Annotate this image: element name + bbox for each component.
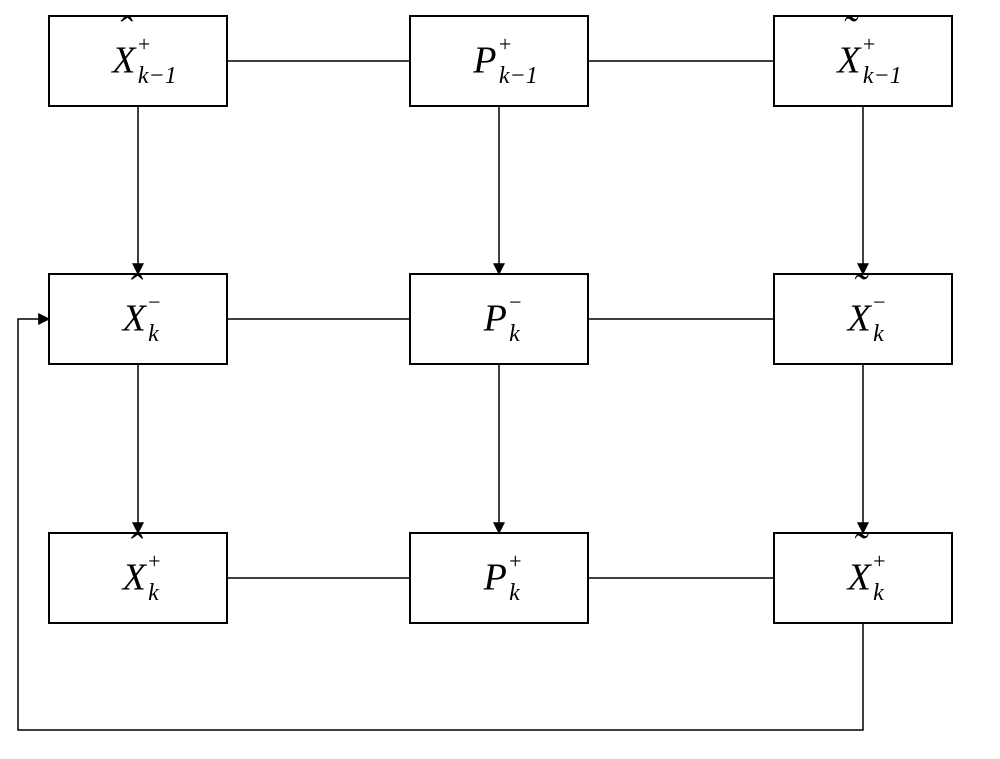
svg-text:k: k — [148, 580, 159, 606]
node-n20: ˆXk+ — [49, 525, 227, 623]
svg-text:X: X — [846, 297, 873, 339]
edges-layer — [18, 61, 863, 730]
node-n10: ˆXk− — [49, 266, 227, 364]
svg-text:X: X — [835, 39, 862, 81]
svg-text:P: P — [483, 556, 507, 598]
svg-text:+: + — [148, 549, 160, 574]
svg-text:k−1: k−1 — [863, 63, 902, 89]
node-box-n01 — [410, 16, 588, 106]
svg-text:X: X — [121, 556, 148, 598]
node-n02: ˜Xk−1+ — [774, 8, 952, 106]
svg-text:k: k — [509, 580, 520, 606]
svg-text:+: + — [509, 549, 521, 574]
svg-text:−: − — [509, 290, 521, 315]
svg-text:+: + — [138, 32, 150, 57]
node-n01: Pk−1 + — [410, 16, 588, 106]
node-n11: Pk − — [410, 274, 588, 364]
node-box-n02 — [774, 16, 952, 106]
node-n00: ˆXk−1+ — [49, 8, 227, 106]
kalman-flow-diagram: ˆXk−1+Pk−1+˜Xk−1+ˆXk−Pk−˜Xk−ˆXk+Pk+˜Xk+ — [0, 0, 1000, 759]
nodes-layer: ˆXk−1+Pk−1+˜Xk−1+ˆXk−Pk−˜Xk−ˆXk+Pk+˜Xk+ — [49, 8, 952, 623]
svg-text:+: + — [873, 549, 885, 574]
node-n22: ˜Xk+ — [774, 525, 952, 623]
svg-text:k−1: k−1 — [499, 63, 538, 89]
svg-text:X: X — [846, 556, 873, 598]
svg-text:k: k — [509, 321, 520, 347]
node-n21: Pk + — [410, 533, 588, 623]
svg-text:k: k — [873, 580, 884, 606]
svg-text:k: k — [873, 321, 884, 347]
node-box-n00 — [49, 16, 227, 106]
svg-text:X: X — [121, 297, 148, 339]
svg-text:k−1: k−1 — [138, 63, 177, 89]
svg-text:X: X — [110, 39, 137, 81]
node-n12: ˜Xk− — [774, 266, 952, 364]
feedback-edge — [18, 319, 863, 730]
svg-text:+: + — [863, 32, 875, 57]
svg-text:−: − — [873, 290, 885, 315]
svg-text:P: P — [483, 297, 507, 339]
svg-text:+: + — [499, 32, 511, 57]
svg-text:P: P — [472, 39, 496, 81]
svg-text:−: − — [148, 290, 160, 315]
svg-text:k: k — [148, 321, 159, 347]
